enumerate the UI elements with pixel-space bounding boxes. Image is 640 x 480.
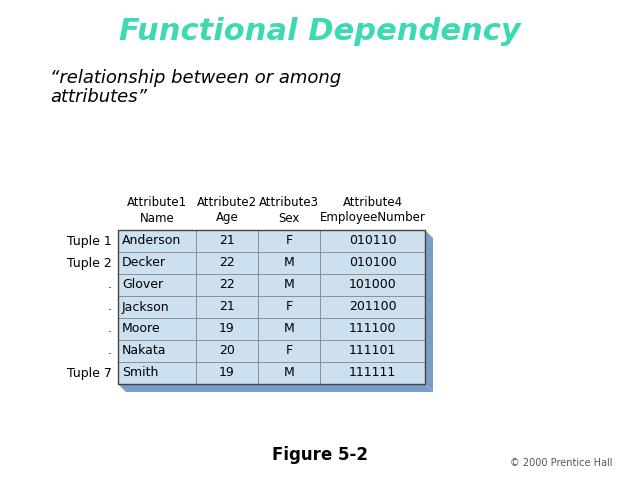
- Text: Sex: Sex: [278, 212, 300, 225]
- Text: M: M: [284, 278, 294, 291]
- Bar: [258, 318, 320, 340]
- Text: 201100: 201100: [349, 300, 396, 313]
- Bar: [320, 340, 425, 362]
- Bar: [118, 340, 196, 362]
- Text: 101000: 101000: [349, 278, 396, 291]
- Bar: [196, 296, 258, 318]
- Text: F: F: [285, 300, 292, 313]
- Text: Functional Dependency: Functional Dependency: [119, 17, 521, 47]
- Bar: [258, 362, 320, 384]
- Bar: [320, 362, 425, 384]
- Text: 111111: 111111: [349, 367, 396, 380]
- Bar: [196, 230, 258, 252]
- Bar: [118, 318, 196, 340]
- Text: 010100: 010100: [349, 256, 396, 269]
- Text: Jackson: Jackson: [122, 300, 170, 313]
- Text: 010110: 010110: [349, 235, 396, 248]
- Text: Name: Name: [140, 212, 174, 225]
- Text: M: M: [284, 367, 294, 380]
- Text: attributes”: attributes”: [50, 88, 147, 106]
- Text: .: .: [108, 323, 112, 336]
- Text: 19: 19: [219, 367, 235, 380]
- Text: Decker: Decker: [122, 256, 166, 269]
- Bar: [196, 318, 258, 340]
- Text: “relationship between or among: “relationship between or among: [50, 69, 341, 87]
- Bar: [118, 296, 196, 318]
- Bar: [320, 274, 425, 296]
- Text: .: .: [108, 278, 112, 291]
- Text: 19: 19: [219, 323, 235, 336]
- Text: 22: 22: [219, 256, 235, 269]
- Text: .: .: [108, 345, 112, 358]
- Bar: [196, 340, 258, 362]
- Text: F: F: [285, 235, 292, 248]
- Bar: [258, 252, 320, 274]
- Bar: [118, 362, 196, 384]
- Text: M: M: [284, 256, 294, 269]
- Text: M: M: [284, 323, 294, 336]
- Bar: [320, 252, 425, 274]
- Bar: [118, 252, 196, 274]
- Text: 111101: 111101: [349, 345, 396, 358]
- Text: EmployeeNumber: EmployeeNumber: [319, 212, 426, 225]
- Polygon shape: [118, 384, 433, 392]
- Text: .: .: [108, 300, 112, 313]
- Bar: [196, 252, 258, 274]
- Bar: [320, 230, 425, 252]
- Text: 20: 20: [219, 345, 235, 358]
- Text: Tuple 2: Tuple 2: [67, 256, 112, 269]
- Polygon shape: [425, 230, 433, 392]
- Bar: [118, 230, 196, 252]
- Bar: [196, 274, 258, 296]
- Text: Attribute4: Attribute4: [342, 196, 403, 209]
- Text: Figure 5-2: Figure 5-2: [272, 446, 368, 464]
- Text: © 2000 Prentice Hall: © 2000 Prentice Hall: [509, 458, 612, 468]
- Bar: [258, 340, 320, 362]
- Text: Tuple 1: Tuple 1: [67, 235, 112, 248]
- Bar: [118, 230, 425, 384]
- Bar: [196, 362, 258, 384]
- Text: Smith: Smith: [122, 367, 158, 380]
- Bar: [320, 296, 425, 318]
- Text: Nakata: Nakata: [122, 345, 166, 358]
- Text: Glover: Glover: [122, 278, 163, 291]
- Text: Moore: Moore: [122, 323, 161, 336]
- Text: Attribute3: Attribute3: [259, 196, 319, 209]
- Text: Attribute2: Attribute2: [197, 196, 257, 209]
- Text: 21: 21: [219, 235, 235, 248]
- Text: Attribute1: Attribute1: [127, 196, 187, 209]
- Text: 22: 22: [219, 278, 235, 291]
- Text: 111100: 111100: [349, 323, 396, 336]
- Text: Tuple 7: Tuple 7: [67, 367, 112, 380]
- Bar: [258, 296, 320, 318]
- Text: Age: Age: [216, 212, 238, 225]
- Text: F: F: [285, 345, 292, 358]
- Bar: [258, 274, 320, 296]
- Bar: [320, 318, 425, 340]
- Text: Anderson: Anderson: [122, 235, 181, 248]
- Bar: [258, 230, 320, 252]
- Text: 21: 21: [219, 300, 235, 313]
- Bar: [118, 274, 196, 296]
